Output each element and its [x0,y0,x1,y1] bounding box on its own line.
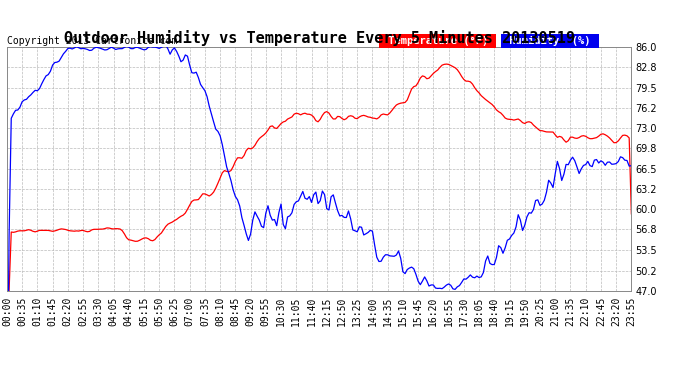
Text: Temperature (°F): Temperature (°F) [382,36,494,46]
Text: Humidity  (%): Humidity (%) [503,36,597,46]
Title: Outdoor Humidity vs Temperature Every 5 Minutes 20130519: Outdoor Humidity vs Temperature Every 5 … [63,30,575,46]
Text: Copyright 2013 Cartronics.com: Copyright 2013 Cartronics.com [7,36,177,46]
